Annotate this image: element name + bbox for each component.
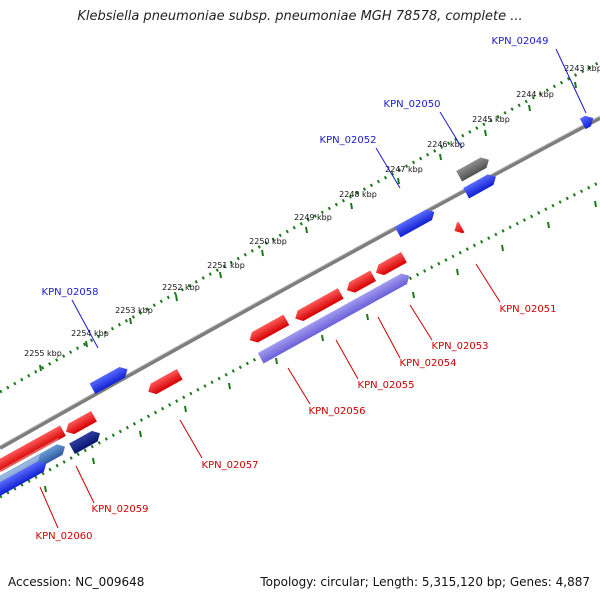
cds-band-purple[interactable]	[255, 266, 412, 364]
kbp-tick-label: 2247 kbp	[385, 165, 423, 174]
kbp-tick-label: 2248 kbp	[339, 190, 377, 199]
inner-tick-mark	[139, 430, 142, 438]
leader-line	[555, 48, 587, 114]
kbp-tick-mark	[574, 81, 577, 89]
inner-tick-mark	[228, 382, 231, 390]
inner-tick-mark	[321, 334, 324, 342]
gene-arrow-kpn02059[interactable]	[61, 404, 102, 437]
gene-arrow-kpn02051[interactable]	[449, 215, 469, 236]
kbp-tick-label: 2244 kbp	[516, 90, 554, 99]
kbp-tick-mark	[350, 202, 353, 210]
leader-line	[71, 299, 99, 349]
kbp-tick-label: 2243 kbp	[564, 64, 600, 73]
gene-arrow-kpn02052[interactable]	[392, 202, 437, 238]
gene-label-kpn02058[interactable]: KPN_02058	[42, 287, 99, 298]
leader-line	[377, 316, 401, 359]
gene-arrow-kpn02057[interactable]	[143, 362, 187, 397]
kbp-tick-mark	[85, 340, 88, 348]
leader-line	[287, 367, 311, 405]
inner-tick-ruler	[0, 180, 600, 499]
gene-shapes	[0, 108, 594, 498]
kbp-tick-label: 2246 kbp	[427, 140, 465, 149]
gene-label-kpn02050[interactable]: KPN_02050	[384, 99, 441, 110]
gene-arrow-kpn02060[interactable]	[0, 418, 70, 475]
gene-arrow-gray[interactable]	[454, 150, 492, 182]
kbp-tick-mark	[39, 364, 42, 372]
kbp-tick-mark	[219, 271, 222, 279]
kbp-tick-mark	[528, 104, 531, 112]
gene-label-kpn02049[interactable]: KPN_02049	[492, 36, 549, 47]
leader-line	[179, 419, 203, 459]
accession-text: Accession: NC_009648	[8, 575, 145, 589]
kbp-tick-mark	[484, 129, 487, 137]
leader-line	[475, 263, 501, 303]
leader-line	[439, 111, 463, 149]
gene-label-kpn02055[interactable]: KPN_02055	[358, 380, 415, 391]
kbp-tick-label: 2250 kbp	[249, 237, 287, 246]
gene-labels: KPN_02049 KPN_02050 KPN_02052 KPN_02058 KPN_…	[36, 36, 557, 542]
inner-tick-mark	[366, 313, 369, 321]
kbp-tick-mark	[261, 249, 264, 257]
inner-tick-mark	[44, 485, 47, 493]
gene-label-kpn02059[interactable]: KPN_02059	[92, 504, 149, 515]
gene-label-kpn02060[interactable]: KPN_02060	[36, 531, 93, 542]
gene-label-kpn02056[interactable]: KPN_02056	[309, 406, 366, 417]
inner-tick-mark	[547, 221, 550, 229]
cds-blue-inner[interactable]	[0, 454, 49, 498]
kbp-tick-label: 2251 kbp	[207, 261, 245, 270]
gene-label-kpn02051[interactable]: KPN_02051	[500, 304, 557, 315]
leader-line	[75, 465, 95, 504]
map-title: Klebsiella pneumoniae subsp. pneumoniae …	[77, 9, 523, 24]
label-leaders	[39, 48, 587, 529]
inner-tick-mark	[594, 200, 597, 208]
inner-tick-mark	[501, 244, 504, 252]
gene-label-kpn02052[interactable]: KPN_02052	[320, 135, 377, 146]
kbp-tick-label: 2249 kbp	[294, 213, 332, 222]
genome-summary-text: Topology: circular; Length: 5,315,120 bp…	[260, 575, 590, 589]
gene-arrow-kpn02056[interactable]	[244, 307, 293, 346]
leader-line	[39, 486, 59, 529]
gene-arrow-kpn02053[interactable]	[371, 245, 412, 278]
kbp-tick-mark	[305, 226, 308, 234]
gene-arrow-kpn02055[interactable]	[290, 281, 348, 324]
kbp-tick-label: 2245 kbp	[472, 115, 510, 124]
backbone	[0, 116, 600, 450]
inner-tick-mark	[184, 405, 187, 413]
gene-label-kpn02057[interactable]: KPN_02057	[202, 460, 259, 471]
gene-arrow-kpn02050[interactable]	[461, 167, 499, 199]
gene-label-kpn02053[interactable]: KPN_02053	[432, 341, 489, 352]
leader-line	[375, 147, 401, 189]
outer-tick-ruler	[0, 60, 600, 394]
cds-navy[interactable]	[67, 424, 103, 455]
inner-tick-mark	[92, 457, 95, 465]
kbp-tick-label: 2253 kbp	[115, 306, 153, 315]
gene-arrow-kpn02058[interactable]	[87, 360, 130, 394]
kbp-tick-label: 2252 kbp	[162, 283, 200, 292]
leader-line	[335, 339, 359, 380]
inner-tick-mark	[456, 268, 459, 276]
major-ticks	[39, 81, 597, 493]
inner-tick-mark	[275, 357, 278, 365]
kbp-tick-label: 2255 kbp	[24, 349, 62, 358]
inner-tick-mark	[412, 291, 415, 299]
kbp-tick-mark	[397, 177, 400, 185]
gene-arrow-kpn02054[interactable]	[342, 263, 381, 296]
gene-label-kpn02054[interactable]: KPN_02054	[400, 358, 457, 369]
leader-line	[409, 304, 433, 341]
kbp-tick-mark	[439, 153, 442, 161]
kbp-tick-mark	[129, 317, 132, 325]
kbp-tick-mark	[175, 294, 178, 302]
